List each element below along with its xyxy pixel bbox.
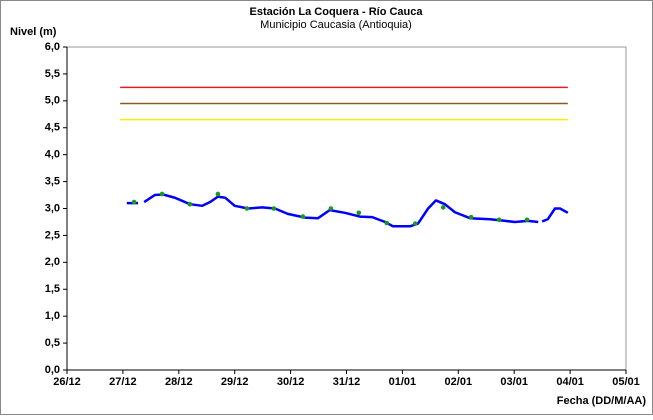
measurement-point bbox=[496, 217, 502, 223]
level-line bbox=[143, 193, 539, 228]
measurement-point bbox=[356, 210, 362, 216]
y-tick-label: 3,5 bbox=[45, 175, 60, 187]
x-tick-label: 30/12 bbox=[277, 376, 305, 388]
measurement-point bbox=[468, 214, 474, 220]
measurement-point bbox=[412, 221, 418, 226]
measurement-point bbox=[244, 206, 250, 211]
x-tick-label: 05/01 bbox=[612, 376, 640, 388]
x-axis-label: Fecha (DD/M/AA) bbox=[557, 395, 647, 407]
y-tick-label: 1,0 bbox=[45, 310, 60, 322]
x-tick-label: 26/12 bbox=[53, 376, 81, 388]
y-tick-label: 4,0 bbox=[45, 149, 60, 161]
measurement-point bbox=[215, 191, 221, 197]
x-tick-label: 31/12 bbox=[333, 376, 361, 388]
measurement-point bbox=[187, 201, 193, 207]
measurement-point bbox=[384, 220, 390, 226]
y-tick-label: 1,5 bbox=[45, 283, 60, 295]
y-tick-label: 2,0 bbox=[45, 256, 60, 268]
x-tick-label: 27/12 bbox=[109, 376, 137, 388]
y-tick-label: 5,0 bbox=[45, 95, 60, 107]
measurement-point bbox=[524, 217, 530, 223]
y-tick-label: 3,0 bbox=[45, 202, 60, 214]
measurement-point bbox=[159, 191, 165, 197]
x-tick-label: 28/12 bbox=[165, 376, 193, 388]
y-axis-label: Nivel (m) bbox=[10, 26, 57, 38]
x-tick-label: 29/12 bbox=[221, 376, 249, 388]
x-tick-label: 01/01 bbox=[389, 376, 417, 388]
x-tick-label: 03/01 bbox=[500, 376, 528, 388]
y-tick-label: 5,5 bbox=[45, 68, 60, 80]
measurement-point bbox=[131, 199, 137, 205]
measurement-point bbox=[300, 214, 306, 219]
chart-title: Estación La Coquera - Río Cauca bbox=[250, 6, 424, 18]
y-tick-label: 0,5 bbox=[45, 337, 60, 349]
y-tick-label: 6,0 bbox=[45, 41, 60, 53]
measurement-point bbox=[440, 205, 446, 210]
x-tick-label: 02/01 bbox=[445, 376, 473, 388]
x-tick-label: 04/01 bbox=[556, 376, 584, 388]
level-line bbox=[541, 207, 569, 223]
chart-subtitle: Municipio Caucasia (Antioquia) bbox=[260, 19, 412, 31]
measurement-point bbox=[271, 206, 277, 211]
y-tick-label: 2,5 bbox=[45, 229, 60, 241]
y-tick-label: 0,0 bbox=[45, 364, 60, 376]
measurement-point bbox=[328, 206, 334, 211]
y-tick-label: 4,5 bbox=[45, 122, 60, 134]
